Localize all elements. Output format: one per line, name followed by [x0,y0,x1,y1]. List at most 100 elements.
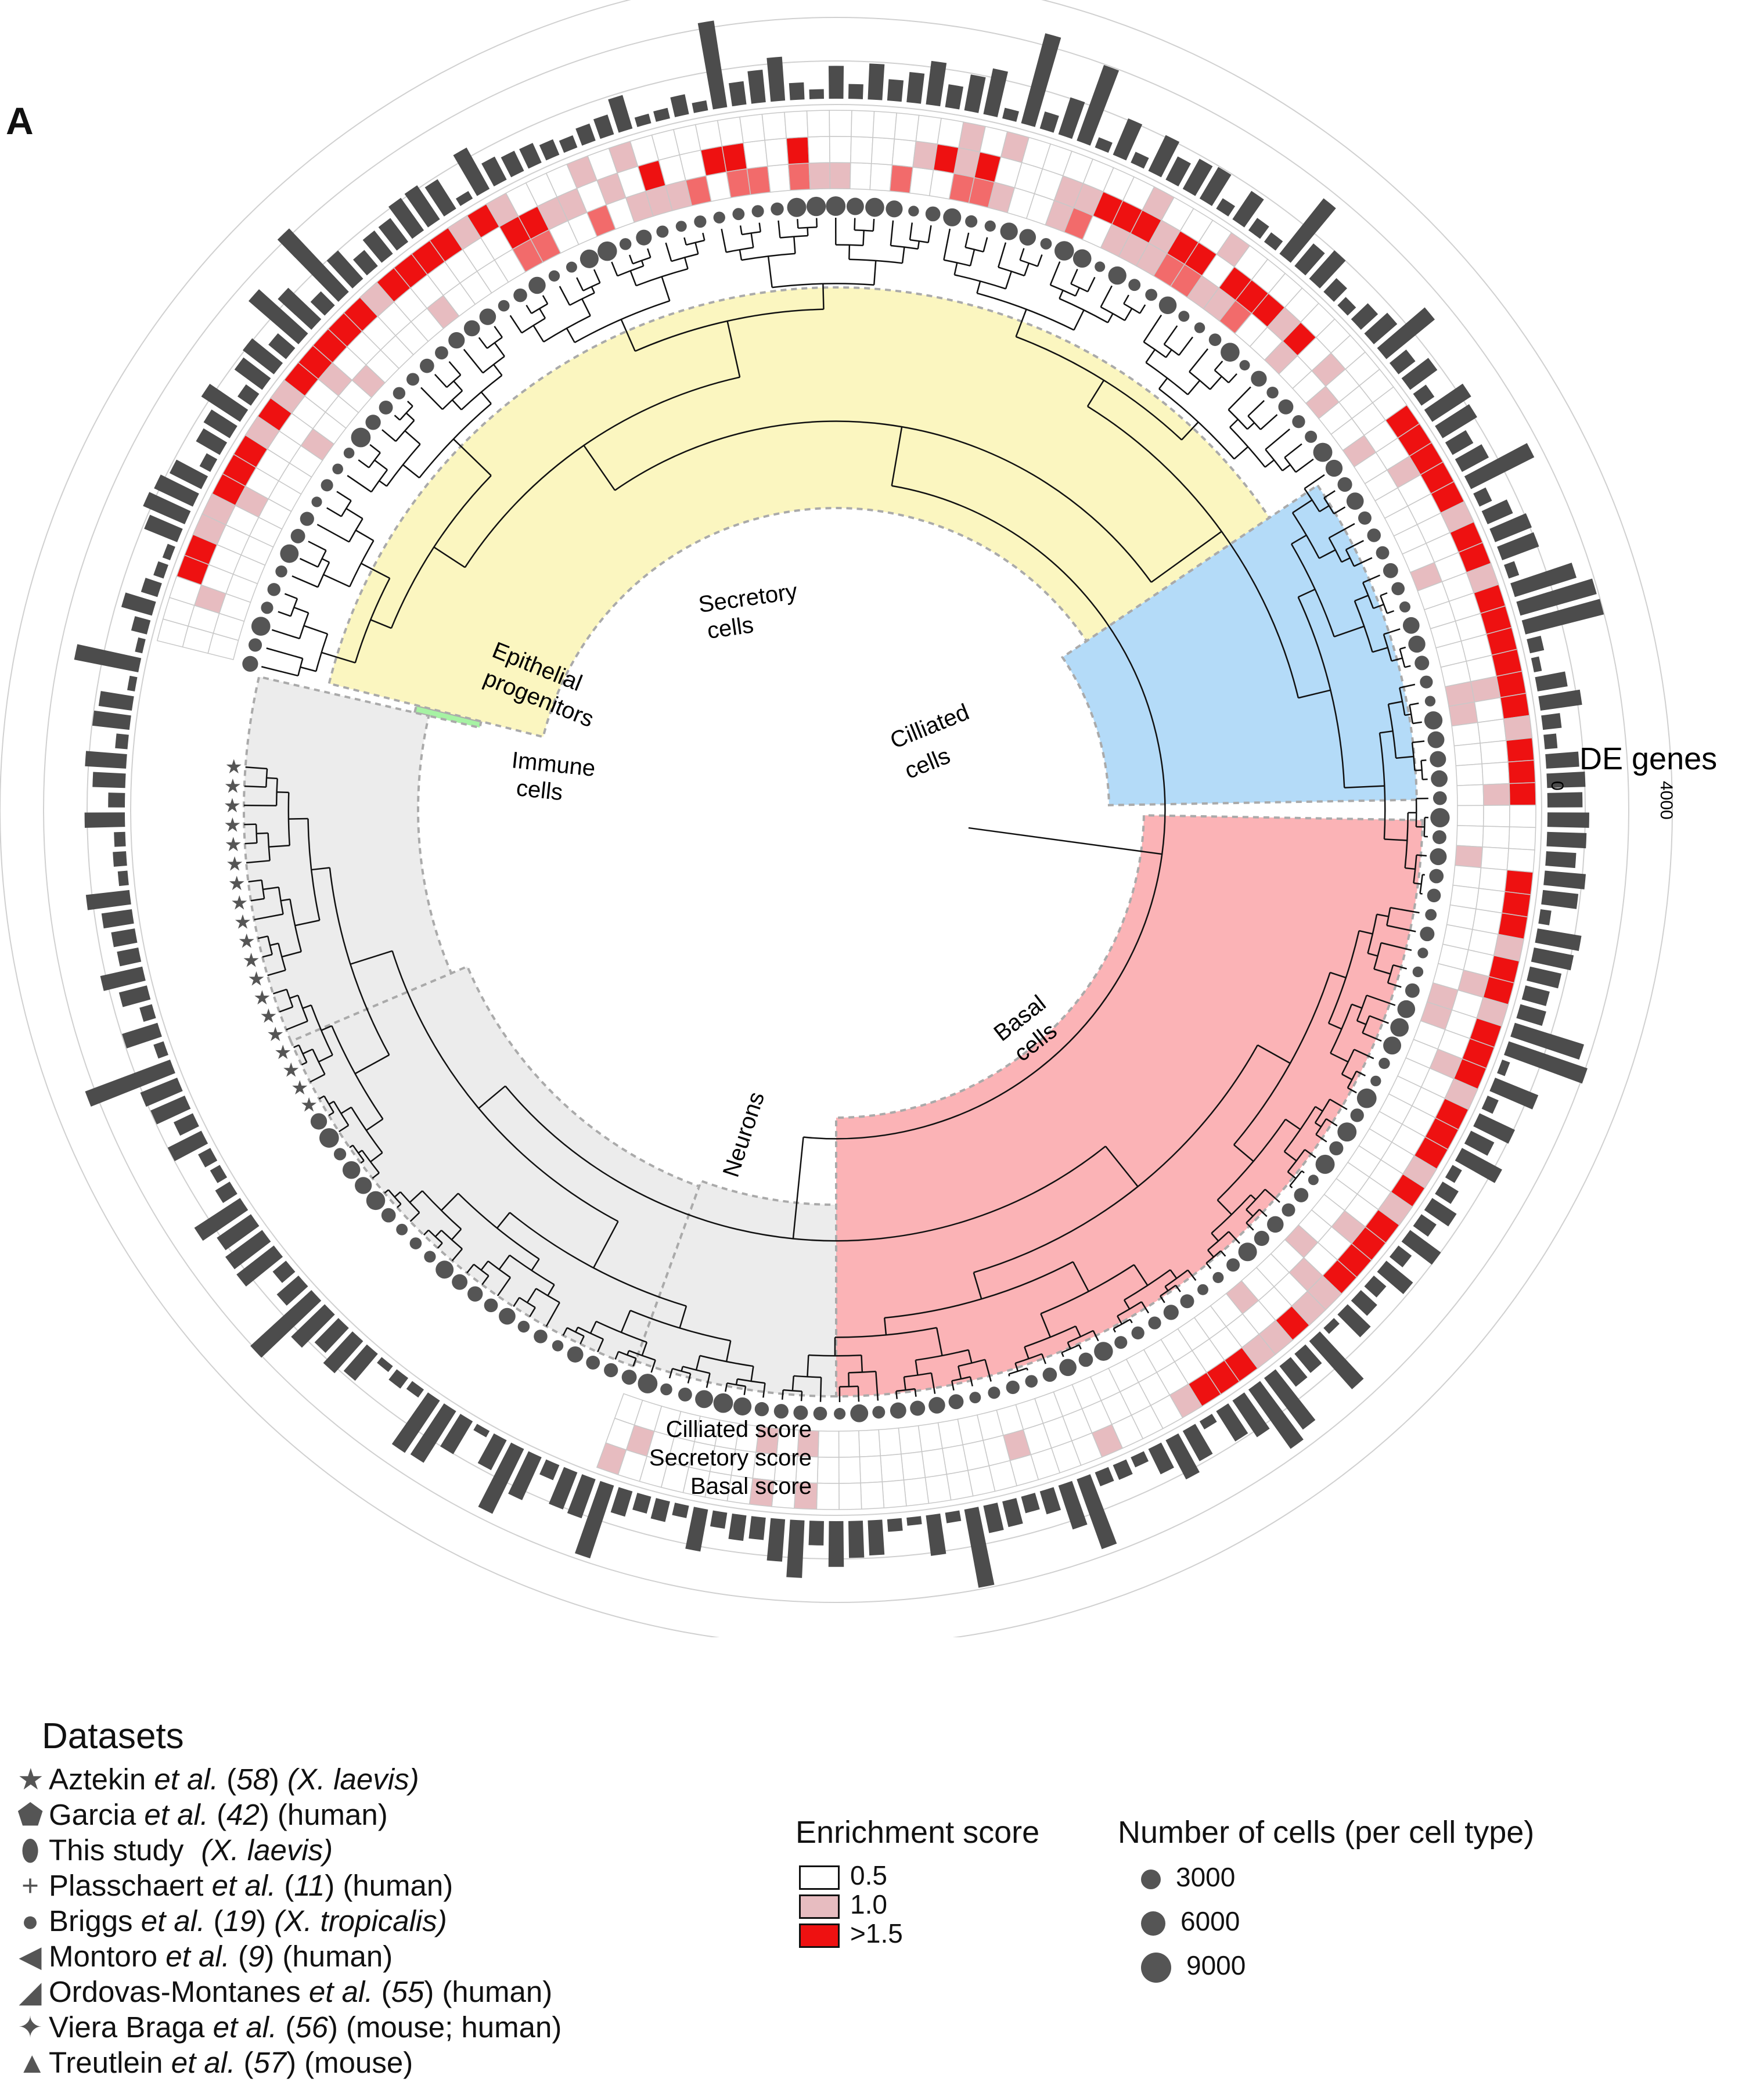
tree-branch [1163,325,1178,345]
tree-arc [803,485,1166,1140]
tree-branch [437,1242,443,1249]
leaf-circle-icon [1294,1188,1309,1202]
de-genes-bar [766,1518,786,1562]
tree-branch [1380,592,1388,597]
tree-branch [397,1203,402,1208]
de-genes-bar [1521,599,1604,635]
de-genes-bar [391,1392,440,1453]
de-genes-bar [1521,985,1550,1006]
tree-arc [1061,1344,1079,1353]
tree-branch [1150,531,1222,583]
tree-arc [1330,1004,1352,1054]
heatmap-cell [850,162,872,190]
cell-count-legend-title: Number of cells (per cell type) [1118,1815,1535,1850]
tree-branch [1015,309,1027,337]
tree-branch [1289,1185,1293,1188]
tree-branch [1387,610,1395,614]
tree-branch [661,276,671,301]
de-genes-bar [406,1381,424,1398]
leaf-circle-icon [1346,492,1364,510]
de-genes-bar [501,150,524,178]
cell-count-legend: Number of cells (per cell type) 3000 6000… [1118,1814,1534,1987]
tree-branch [591,286,595,294]
heatmap-cell [915,114,942,145]
tree-arc [1341,1049,1355,1075]
tree-branch [997,242,1007,268]
heatmap-cell [1480,740,1509,765]
leaf-pentagon-icon [834,1407,846,1420]
de-genes-bar [559,135,578,153]
de-genes-bar [248,289,308,345]
de-genes-bar [410,1403,456,1463]
de-genes-bar [685,1507,708,1552]
de-genes-bar [92,772,126,788]
de-genes-bar [1455,444,1489,472]
leaf-star-icon: ★ [224,795,241,817]
tree-arc [1399,649,1406,668]
tree-branch [1229,419,1239,428]
de-genes-bar [478,1442,524,1514]
de-genes-tick-4000: 4000 [1657,781,1676,820]
dataset-legend-item: ▲Treutlein et al. (57) (mouse) [17,2046,413,2079]
de-genes-bar [1541,889,1579,909]
tree-branch [739,225,743,235]
dataset-species: (X. tropicalis) [274,1904,447,1937]
tree-branch [611,261,618,276]
cell-count-dot-icon [1141,1911,1165,1936]
tree-arc [1070,283,1088,293]
tree-branch [890,220,894,246]
tree-branch [1367,952,1378,957]
de-genes-bar [1058,97,1085,139]
de-genes-bar [1473,1113,1515,1144]
de-genes-bar [111,928,138,948]
heatmap-cell [869,163,893,192]
dataset-legend-item: ⬟ Garcia et al. (42) (human) [17,1798,388,1831]
tree-arc [340,500,352,517]
leaf-circle-icon [1000,222,1018,240]
tree-branch [1326,1118,1338,1127]
tree-branch [735,1378,739,1385]
de-genes-bar [1039,111,1059,133]
leaf-circle-icon [381,1208,396,1223]
leaf-circle-icon [1420,927,1435,942]
leaf-circle-icon [436,1260,454,1279]
tree-branch [1354,1049,1374,1060]
leaf-star-icon: ★ [253,987,271,1009]
de-genes-bar [108,793,125,808]
leaf-circle-icon [1267,1216,1284,1233]
de-genes-bar [1377,1260,1413,1295]
heatmap-cell [1509,782,1536,806]
leaf-circle-icon [695,1390,714,1409]
de-genes-bar [1148,1442,1174,1475]
cell-count-legend-item: 6000 [1141,1899,1534,1943]
tree-branch [797,219,799,229]
leaf-circle-icon [1425,909,1437,921]
tree-branch [1329,523,1355,539]
tree-branch [1139,304,1146,314]
leaf-circle-icon [636,229,652,246]
tree-branch [294,919,320,927]
tree-branch [420,387,443,410]
tree-branch [1362,1032,1382,1042]
tree-branch [1175,1285,1181,1292]
de-genes-bar [1546,831,1587,849]
de-genes-bar [1131,1451,1149,1468]
enrichment-swatch [799,1865,840,1890]
tree-branch [374,459,388,471]
de-genes-bar [201,383,249,422]
tree-branch [406,401,413,407]
tree-branch [409,1190,423,1203]
tree-arc [834,1327,937,1338]
de-genes-bar [983,1503,1004,1533]
tree-branch [1264,1188,1280,1203]
tree-arc [399,405,413,421]
de-genes-bar [1455,1148,1502,1183]
leaf-star-icon: ★ [274,1042,291,1064]
leaf-circle-icon [908,206,919,217]
leaf-pentagon-icon [793,1405,808,1420]
de-genes-bar [1473,487,1492,507]
de-genes-bar [352,250,378,276]
de-genes-bar [1021,1493,1040,1514]
tree-branch [323,574,350,588]
leaf-circle-icon [1405,983,1420,998]
